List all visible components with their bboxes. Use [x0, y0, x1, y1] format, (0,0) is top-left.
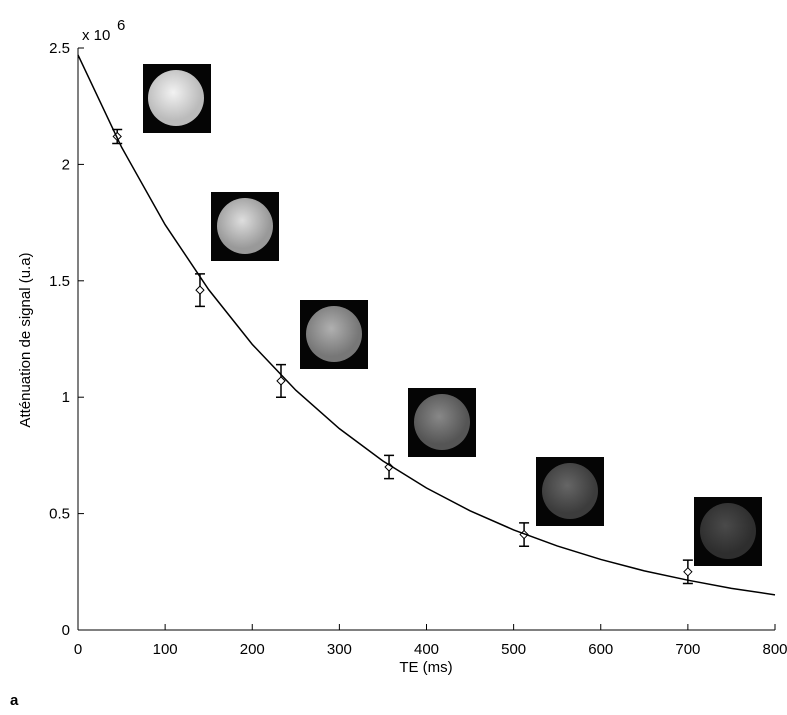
- data-point: [276, 376, 286, 386]
- data-point: [683, 567, 693, 577]
- y-tick-label: 2: [62, 156, 70, 173]
- data-point: [195, 285, 205, 295]
- mri-disk: [217, 198, 273, 254]
- mri-images: [143, 64, 762, 566]
- panel-label: a: [10, 692, 19, 709]
- mri-disk: [148, 70, 204, 126]
- y-tick-label: 1: [62, 389, 70, 406]
- y-axis-label: Atténuation de signal (u.a): [17, 252, 34, 427]
- mri-disk: [306, 306, 362, 362]
- mri-disk: [542, 463, 598, 519]
- fit-curve: [77, 54, 776, 596]
- y-tick-label: 0.5: [49, 506, 70, 523]
- x-tick-label: 300: [327, 641, 352, 658]
- y-scale-base: x 10: [82, 27, 110, 44]
- y-tick-label: 1.5: [49, 273, 70, 290]
- x-tick-label: 500: [501, 641, 526, 658]
- x-tick-label: 400: [414, 641, 439, 658]
- mri-disk: [414, 394, 470, 450]
- mri-disk: [700, 503, 756, 559]
- x-axis-label: TE (ms): [399, 659, 452, 676]
- x-tick-label: 700: [675, 641, 700, 658]
- x-tick-label: 100: [153, 641, 178, 658]
- y-tick-label: 0: [62, 622, 70, 639]
- y-scale-exponent: 6: [117, 17, 125, 34]
- y-tick-label: 2.5: [49, 40, 70, 57]
- x-tick-label: 800: [762, 641, 787, 658]
- x-tick-label: 200: [240, 641, 265, 658]
- x-tick-label: 600: [588, 641, 613, 658]
- x-tick-label: 0: [74, 641, 82, 658]
